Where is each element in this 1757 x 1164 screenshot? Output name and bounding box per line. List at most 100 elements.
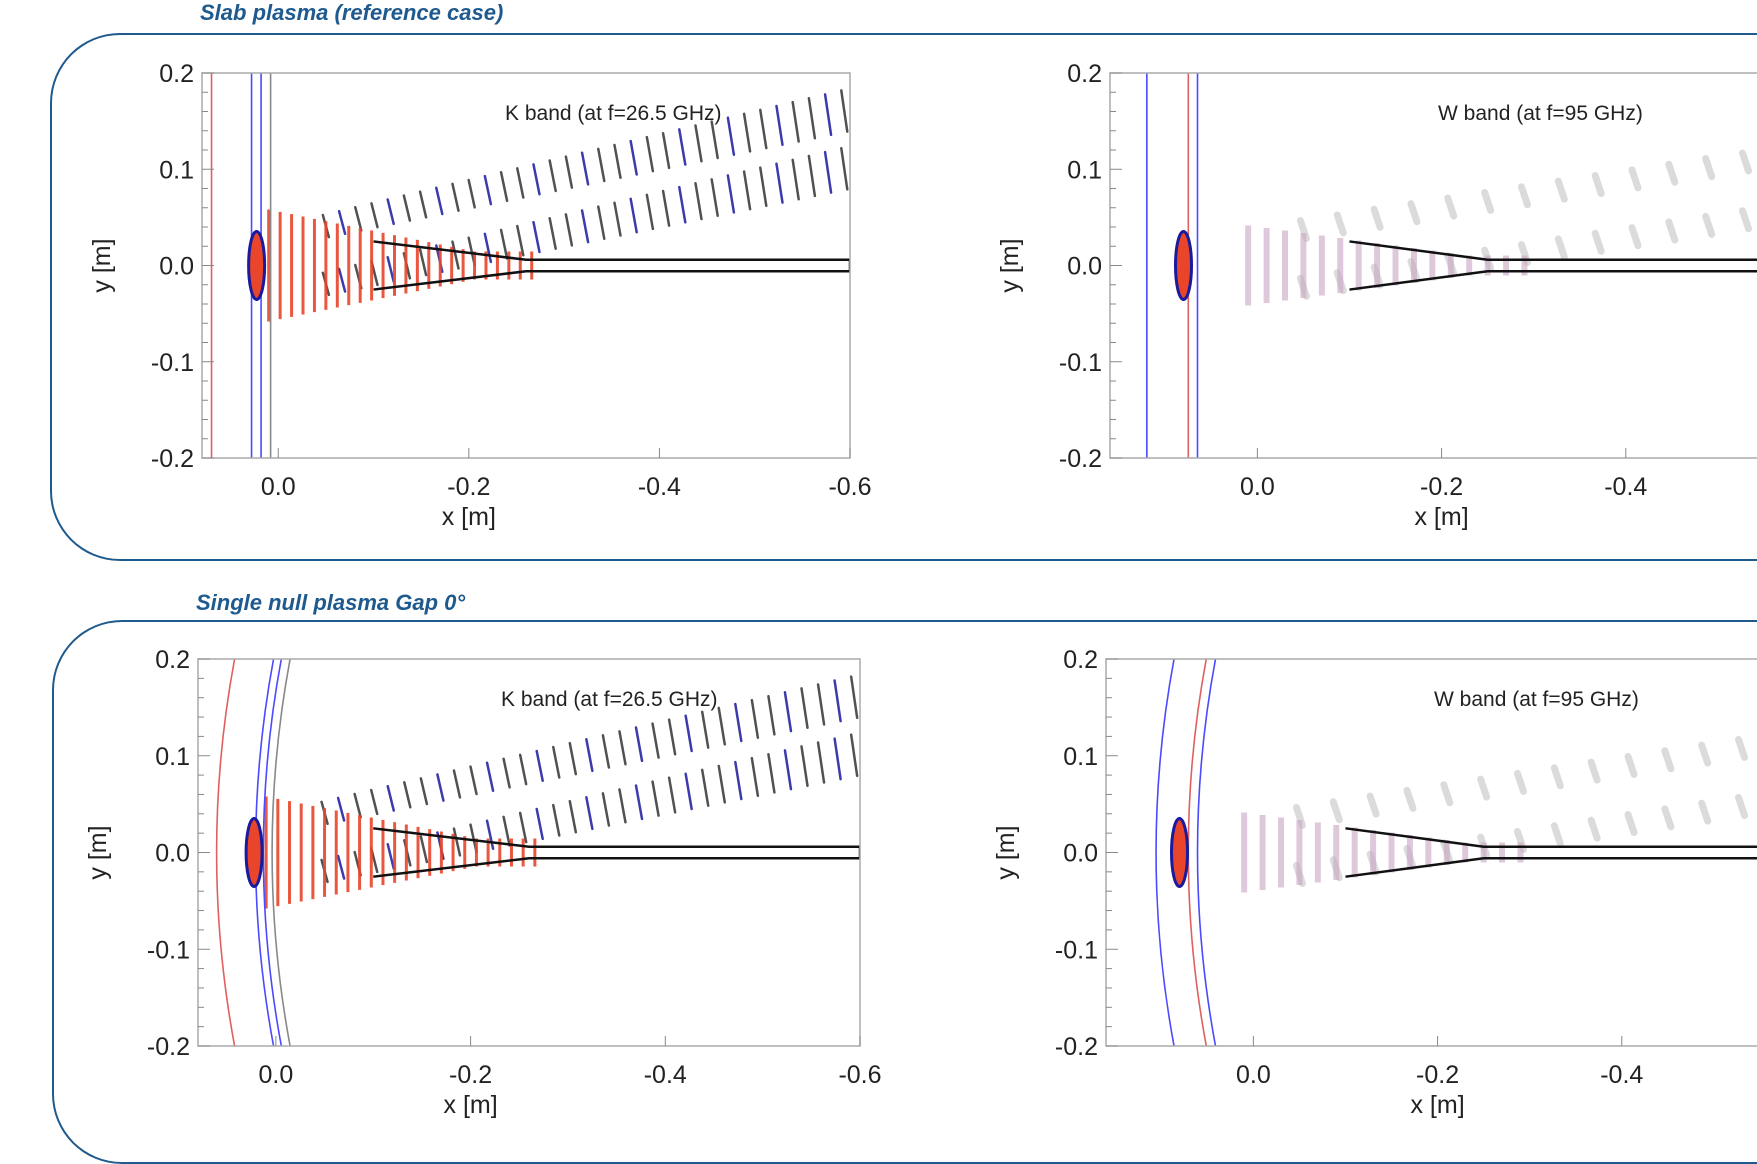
wave-lobe-mark <box>1333 211 1347 237</box>
wave-lobe-mark <box>694 181 703 221</box>
wave-lobe-mark <box>833 679 842 723</box>
y-tick-label: 0.2 <box>155 646 190 674</box>
wave-lobe-mark <box>1587 758 1601 784</box>
wave-lobe-mark <box>601 734 611 769</box>
x-axis-title: x [m] <box>1414 503 1468 531</box>
plot-frame <box>197 658 861 1047</box>
wave-lobe-mark <box>419 777 429 806</box>
plot-area <box>1146 73 1757 458</box>
wave-lobe-mark <box>516 224 525 257</box>
wave-lobe-mark <box>548 217 557 250</box>
y-tick-label: -0.2 <box>1059 445 1102 473</box>
wave-lobe-mark <box>452 827 462 857</box>
wave-lobe-mark <box>618 730 627 766</box>
antenna-outline <box>373 827 860 878</box>
y-tick-label: 0.1 <box>1067 156 1102 184</box>
y-tick-label: 0.2 <box>1063 646 1098 674</box>
chart-panel-0: 0.2 0.1 0.0 -0.1 -0.2 0.0 -0.2 -0.4 -0.6 x [m] y [… <box>88 60 872 531</box>
wave-lobe-mark <box>1591 229 1605 255</box>
chart-panel-1: 0.20.10.0-0.1-0.20.0-0.2-0.4-0x [m]y [m]… <box>996 60 1757 531</box>
wave-lobe-mark <box>467 178 476 209</box>
wave-lobe-mark <box>613 201 622 237</box>
y-axis-title: y [m] <box>996 238 1024 292</box>
wave-lobe-mark <box>552 745 561 779</box>
wave-lobe-mark <box>734 760 743 801</box>
contour-red <box>215 659 236 1046</box>
section-title-slab: Slab plasma (reference case) <box>200 0 504 25</box>
x-axis-title: x [m] <box>444 1091 498 1119</box>
wave-lobe-mark <box>1698 741 1712 767</box>
band-label: K band (at f=26.5 GHz) <box>501 688 718 711</box>
wave-lobe-mark <box>597 147 606 183</box>
wave-lobe-mark <box>667 718 677 756</box>
wave-lobe-mark <box>518 811 528 844</box>
y-tick-label: 0.2 <box>1067 60 1102 88</box>
wave-lobe-mark <box>337 267 347 293</box>
plot-frame <box>201 72 851 459</box>
wave-lobe-mark <box>651 722 660 759</box>
y-tick-label: -0.2 <box>1055 1033 1098 1061</box>
antenna-outline <box>1345 827 1757 878</box>
wave-lobe-mark <box>742 112 752 153</box>
wave-lobe-mark <box>661 189 671 227</box>
wave-lobe-mark <box>800 687 809 730</box>
wave-lobe-mark <box>516 167 525 199</box>
wave-lobe-mark <box>1554 177 1568 203</box>
wave-lobe-mark <box>451 240 460 270</box>
wave-lobe-mark <box>807 96 817 140</box>
wave-lobe-mark <box>734 702 743 743</box>
x-tick-label: -0.4 <box>1604 473 1647 501</box>
wave-lobe-mark <box>791 100 800 143</box>
wave-lobe-mark <box>840 89 849 133</box>
y-tick-label: 0.0 <box>1067 253 1102 281</box>
wave-lobe-mark <box>678 185 687 224</box>
y-tick-label: 0.1 <box>159 156 194 184</box>
wave-lobe-mark <box>370 202 379 229</box>
wave-lobe-mark <box>336 854 346 880</box>
x-tick-label: -0.6 <box>838 1061 881 1089</box>
wave-lobe-mark <box>742 170 752 211</box>
x-tick-label: -0.4 <box>644 1061 687 1089</box>
wave-lobe-mark <box>386 784 396 812</box>
wave-lobe-mark <box>645 193 655 231</box>
wave-lobe-mark <box>499 170 509 203</box>
wave-lobe-mark <box>1702 155 1716 181</box>
y-tick-label: 0.0 <box>159 253 194 281</box>
wave-lobe-mark <box>402 194 412 222</box>
wave-lobe-mark <box>1517 183 1531 209</box>
wave-lobe-mark <box>694 124 703 163</box>
wave-lobe-mark <box>857 144 863 186</box>
wave-lobe-mark <box>629 139 638 176</box>
wave-lobe-mark <box>1661 747 1675 773</box>
wave-lobe-mark <box>568 741 578 776</box>
wave-lobe-mark <box>700 768 710 807</box>
wave-lobe-mark <box>436 773 445 802</box>
x-tick-label: -0.2 <box>447 473 490 501</box>
x-axis-title: x [m] <box>1410 1091 1464 1119</box>
wave-lobe-mark <box>418 190 428 219</box>
wave-lobe-mark <box>353 792 362 819</box>
wave-lobe-mark <box>601 792 611 827</box>
x-tick-label: 0.0 <box>1240 473 1275 501</box>
wave-lobe-mark <box>499 228 509 260</box>
wave-lobe-mark <box>386 255 395 283</box>
x-tick-label: 0.0 <box>261 473 296 501</box>
wave-lobe-mark <box>1702 212 1716 238</box>
wave-lobe-mark <box>564 155 574 189</box>
wave-lobe-mark <box>717 706 727 746</box>
wave-lobe-mark <box>435 186 444 216</box>
wave-lobe-mark <box>840 146 849 191</box>
wave-lobe-mark <box>1329 798 1343 824</box>
wave-lobe-mark <box>1735 793 1749 819</box>
y-tick-label: -0.1 <box>147 936 190 964</box>
y-tick-label: 0.1 <box>155 743 190 771</box>
wave-lobe-mark <box>775 104 784 147</box>
y-tick-label: 0.0 <box>1063 840 1098 868</box>
wave-lobe-mark <box>1407 200 1421 226</box>
reflection-spot <box>247 230 267 301</box>
wave-lobe-mark <box>613 143 622 180</box>
x-tick-label: 0.0 <box>1236 1061 1271 1089</box>
antenna-outline <box>1349 240 1757 291</box>
wave-lobe-mark <box>783 691 793 733</box>
wave-lobe-mark <box>645 135 655 173</box>
